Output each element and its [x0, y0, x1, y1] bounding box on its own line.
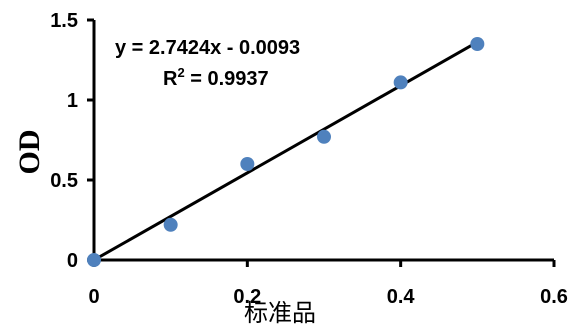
r-squared-value: = 0.9937	[185, 68, 269, 90]
data-point	[470, 37, 485, 51]
y-tick-labels: 0 0.5 1 1.5	[50, 10, 78, 272]
data-points	[87, 37, 485, 267]
x-tick-label: 0.2	[233, 286, 261, 308]
data-point	[240, 157, 255, 171]
r-squared-label: R2 = 0.9937	[163, 65, 269, 90]
data-point	[317, 129, 331, 144]
y-tick-label: 1	[67, 90, 78, 112]
y-tick-label: 1.5	[50, 10, 78, 32]
x-axis-title: 标准品	[244, 299, 316, 325]
y-tick-label: 0.5	[50, 170, 78, 192]
x-tick-label: 0.4	[387, 286, 416, 308]
x-tick-labels: 0 0.2 0.4 0.6	[88, 286, 567, 308]
x-tick-label: 0.6	[540, 286, 568, 308]
data-point	[393, 75, 408, 90]
data-point	[87, 253, 101, 267]
data-point	[163, 217, 178, 232]
y-tick-label: 0	[67, 250, 78, 272]
r-squared-superscript: 2	[177, 65, 184, 80]
x-tick-label: 0	[88, 286, 99, 308]
y-axis-title: OD	[13, 130, 46, 175]
equation-label: y = 2.7424x - 0.0093	[115, 37, 300, 59]
r-squared-symbol: R	[163, 68, 178, 90]
trendline	[93, 40, 479, 262]
